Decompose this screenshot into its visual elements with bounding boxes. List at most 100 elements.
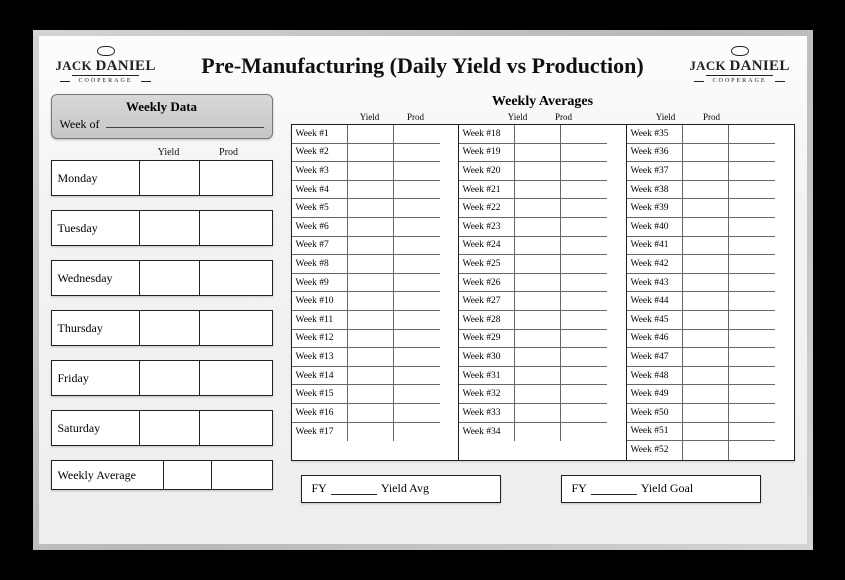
avg-week-yield-cell[interactable] [683,441,729,460]
avg-week-yield-cell[interactable] [515,423,561,442]
avg-week-prod-cell[interactable] [394,404,440,423]
weekly-average-prod-cell[interactable] [212,461,260,489]
day-prod-cell[interactable] [200,361,260,395]
avg-week-yield-cell[interactable] [348,311,394,330]
avg-week-prod-cell[interactable] [729,255,775,274]
avg-week-prod-cell[interactable] [394,274,440,293]
avg-week-prod-cell[interactable] [729,441,775,460]
avg-week-prod-cell[interactable] [561,218,607,237]
avg-week-prod-cell[interactable] [729,218,775,237]
avg-week-yield-cell[interactable] [515,237,561,256]
avg-week-prod-cell[interactable] [561,144,607,163]
avg-week-yield-cell[interactable] [348,423,394,442]
day-prod-cell[interactable] [200,261,260,295]
avg-week-prod-cell[interactable] [729,330,775,349]
avg-week-prod-cell[interactable] [561,292,607,311]
avg-week-prod-cell[interactable] [729,274,775,293]
day-yield-cell[interactable] [140,211,200,245]
day-prod-cell[interactable] [200,311,260,345]
avg-week-yield-cell[interactable] [348,385,394,404]
avg-week-yield-cell[interactable] [515,218,561,237]
avg-week-yield-cell[interactable] [348,181,394,200]
avg-week-prod-cell[interactable] [394,218,440,237]
avg-week-prod-cell[interactable] [729,367,775,386]
avg-week-prod-cell[interactable] [561,162,607,181]
avg-week-yield-cell[interactable] [348,199,394,218]
avg-week-prod-cell[interactable] [561,255,607,274]
avg-week-yield-cell[interactable] [515,367,561,386]
avg-week-prod-cell[interactable] [394,385,440,404]
avg-week-prod-cell[interactable] [729,181,775,200]
avg-week-yield-cell[interactable] [683,348,729,367]
avg-week-prod-cell[interactable] [729,237,775,256]
avg-week-yield-cell[interactable] [515,404,561,423]
fy-yield-goal-blank[interactable] [591,483,637,495]
avg-week-prod-cell[interactable] [561,181,607,200]
avg-week-yield-cell[interactable] [348,218,394,237]
avg-week-prod-cell[interactable] [561,330,607,349]
avg-week-prod-cell[interactable] [561,385,607,404]
avg-week-yield-cell[interactable] [348,274,394,293]
avg-week-prod-cell[interactable] [729,199,775,218]
day-prod-cell[interactable] [200,211,260,245]
avg-week-prod-cell[interactable] [394,292,440,311]
day-yield-cell[interactable] [140,411,200,445]
fy-yield-avg-blank[interactable] [331,483,377,495]
avg-week-prod-cell[interactable] [394,199,440,218]
avg-week-prod-cell[interactable] [561,311,607,330]
avg-week-yield-cell[interactable] [515,255,561,274]
avg-week-yield-cell[interactable] [515,311,561,330]
avg-week-yield-cell[interactable] [683,218,729,237]
avg-week-yield-cell[interactable] [515,162,561,181]
avg-week-yield-cell[interactable] [683,404,729,423]
avg-week-prod-cell[interactable] [561,348,607,367]
avg-week-yield-cell[interactable] [348,330,394,349]
avg-week-yield-cell[interactable] [348,125,394,144]
avg-week-yield-cell[interactable] [515,181,561,200]
avg-week-prod-cell[interactable] [729,404,775,423]
avg-week-prod-cell[interactable] [729,311,775,330]
avg-week-prod-cell[interactable] [729,125,775,144]
avg-week-yield-cell[interactable] [683,330,729,349]
avg-week-prod-cell[interactable] [561,274,607,293]
avg-week-yield-cell[interactable] [683,199,729,218]
avg-week-yield-cell[interactable] [515,348,561,367]
avg-week-prod-cell[interactable] [394,311,440,330]
avg-week-yield-cell[interactable] [348,162,394,181]
avg-week-prod-cell[interactable] [394,423,440,442]
avg-week-prod-cell[interactable] [729,162,775,181]
avg-week-yield-cell[interactable] [683,255,729,274]
avg-week-yield-cell[interactable] [515,199,561,218]
avg-week-prod-cell[interactable] [394,367,440,386]
avg-week-yield-cell[interactable] [515,385,561,404]
week-of-blank[interactable] [106,117,264,128]
avg-week-prod-cell[interactable] [561,125,607,144]
avg-week-prod-cell[interactable] [729,348,775,367]
avg-week-prod-cell[interactable] [561,404,607,423]
avg-week-yield-cell[interactable] [515,125,561,144]
avg-week-prod-cell[interactable] [561,367,607,386]
avg-week-prod-cell[interactable] [729,144,775,163]
avg-week-prod-cell[interactable] [561,199,607,218]
day-yield-cell[interactable] [140,361,200,395]
avg-week-prod-cell[interactable] [729,292,775,311]
avg-week-yield-cell[interactable] [683,274,729,293]
day-prod-cell[interactable] [200,411,260,445]
avg-week-prod-cell[interactable] [729,385,775,404]
avg-week-yield-cell[interactable] [348,255,394,274]
avg-week-yield-cell[interactable] [348,292,394,311]
avg-week-yield-cell[interactable] [515,144,561,163]
avg-week-prod-cell[interactable] [394,181,440,200]
avg-week-prod-cell[interactable] [394,255,440,274]
avg-week-prod-cell[interactable] [394,125,440,144]
avg-week-yield-cell[interactable] [515,330,561,349]
day-yield-cell[interactable] [140,261,200,295]
avg-week-prod-cell[interactable] [729,423,775,442]
avg-week-yield-cell[interactable] [683,423,729,442]
avg-week-yield-cell[interactable] [348,348,394,367]
day-yield-cell[interactable] [140,161,200,195]
avg-week-prod-cell[interactable] [394,330,440,349]
avg-week-prod-cell[interactable] [561,237,607,256]
avg-week-yield-cell[interactable] [683,367,729,386]
avg-week-prod-cell[interactable] [561,423,607,442]
